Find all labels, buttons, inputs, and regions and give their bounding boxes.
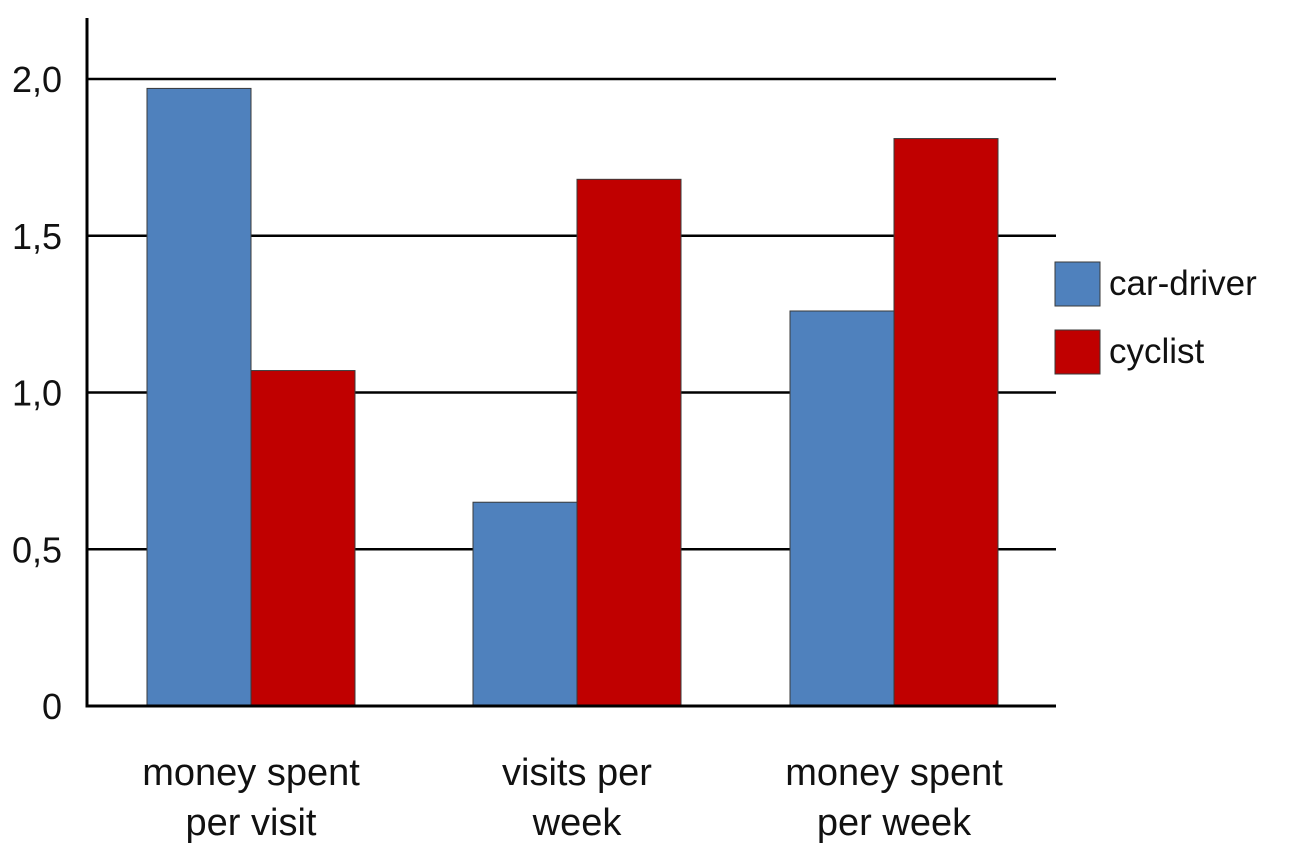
y-axis-tick-labels: 0 0,5 1,0 1,5 2,0 <box>12 59 62 727</box>
x-category-label-line: per week <box>817 802 972 844</box>
y-tick-label: 1,5 <box>12 216 62 257</box>
x-category-label: visits per week <box>502 752 652 844</box>
axes <box>85 18 1056 708</box>
x-category-label-line: week <box>532 802 623 844</box>
bar-car-driver-1 <box>146 87 252 707</box>
x-category-label: money spent per visit <box>142 752 360 844</box>
legend: car-driver cyclist <box>1054 261 1257 375</box>
y-tick-label: 0 <box>42 686 62 727</box>
bar-car-driver-2 <box>472 501 578 707</box>
bar-car-driver-3 <box>789 310 895 707</box>
x-category-label: money spent per week <box>785 752 1003 844</box>
y-tick-label: 1,0 <box>12 373 62 414</box>
bar-cyclist-3 <box>893 138 999 707</box>
x-category-label-line: money spent <box>142 752 360 794</box>
legend-label-car-driver: car-driver <box>1109 264 1257 303</box>
legend-swatch-car-driver <box>1054 261 1101 307</box>
bars <box>146 87 999 707</box>
x-category-label-line: money spent <box>785 752 1003 794</box>
legend-swatch-cyclist <box>1054 329 1101 375</box>
legend-label-cyclist: cyclist <box>1109 332 1205 371</box>
x-category-label-line: per visit <box>186 802 317 844</box>
x-category-label-line: visits per <box>502 752 652 794</box>
bar-cyclist-2 <box>576 178 682 707</box>
bar-cyclist-1 <box>250 370 356 707</box>
y-tick-label: 2,0 <box>12 59 62 100</box>
y-tick-label: 0,5 <box>12 529 62 570</box>
x-axis-category-labels: money spent per visit visits per week money … <box>142 752 1003 844</box>
